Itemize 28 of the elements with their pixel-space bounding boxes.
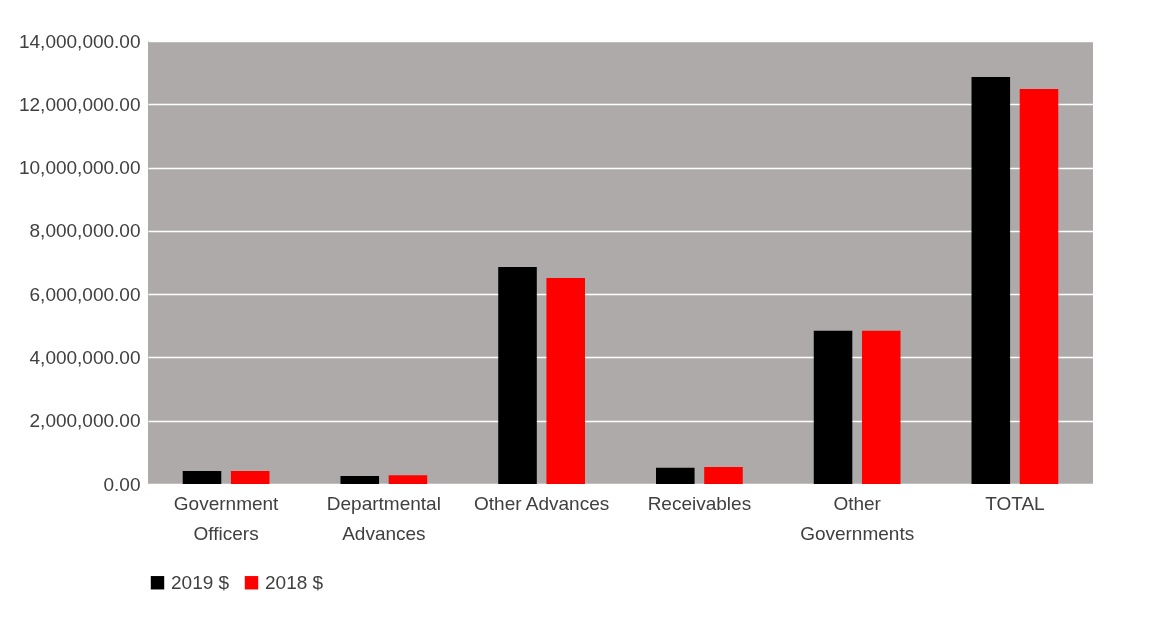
bar [704,466,743,484]
bar [182,471,222,484]
bar [340,476,380,484]
x-tick-label: Other Governments [800,492,915,544]
y-tick-label: 2,000,000.00 [29,410,141,432]
y-tick-label: 14,000,000.00 [18,30,141,52]
bar [971,77,1011,484]
bar [388,475,428,484]
x-tick-label: TOTAL [985,492,1045,514]
bar [230,471,270,484]
bar [1019,89,1059,484]
bar [546,278,585,484]
legend-label: 2019 $ [171,571,230,593]
y-tick-label: 0.00 [103,473,141,495]
legend-label: 2018 $ [265,571,324,593]
y-tick-label: 8,000,000.00 [29,220,141,242]
bar [813,330,853,484]
x-tick-label: Receivables [647,492,752,514]
bar [656,467,695,484]
bar [861,330,901,484]
y-tick-label: 4,000,000.00 [29,346,141,368]
y-tick-label: 6,000,000.00 [29,283,141,305]
x-tick-label: Government Officers [173,492,280,544]
y-tick-label: 10,000,000.00 [18,157,141,179]
x-tick-label: Other Advances [474,492,610,514]
bar [498,266,537,484]
x-tick-label: Departmental Advances [326,492,441,544]
y-tick-label: 12,000,000.00 [18,93,141,115]
